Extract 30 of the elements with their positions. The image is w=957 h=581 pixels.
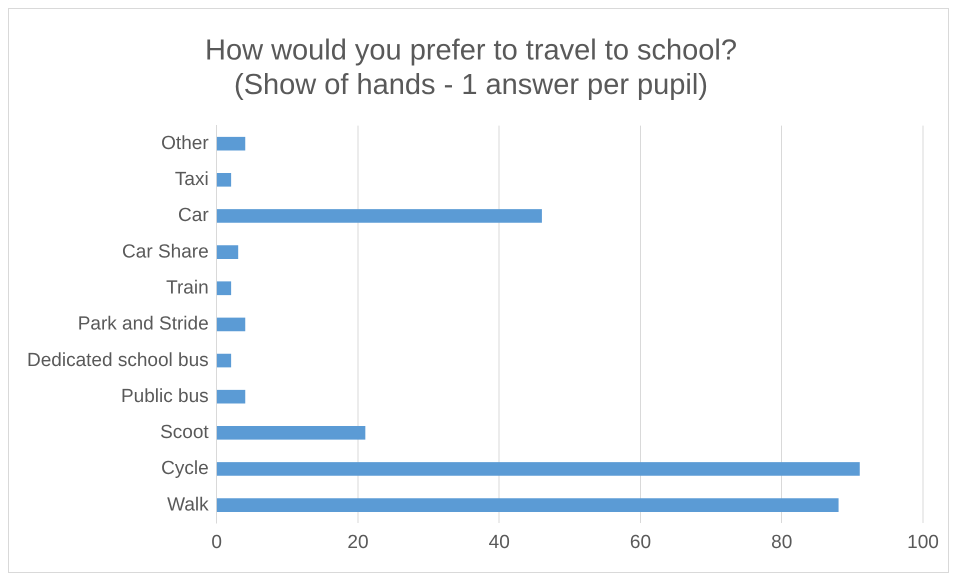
y-tick-label: Walk — [167, 494, 210, 516]
bar — [216, 498, 839, 512]
x-tick-label: 20 — [347, 532, 369, 553]
y-tick-label: Dedicated school bus — [26, 350, 209, 371]
text: (Show of hands - 1 answer per pupil) — [234, 69, 708, 102]
y-tick-label: Train — [166, 277, 209, 298]
bar — [216, 462, 860, 476]
bar — [216, 209, 542, 223]
bar — [216, 426, 366, 440]
bar — [216, 245, 238, 259]
bar — [216, 281, 232, 296]
y-tick-label: Car Share — [122, 241, 209, 262]
x-tick-label: 80 — [771, 532, 792, 553]
bar — [216, 318, 246, 332]
bar — [216, 172, 232, 187]
bar — [216, 390, 246, 404]
bar — [216, 136, 246, 151]
y-tick-label: Park and Stride — [78, 314, 209, 335]
text: How would you prefer to travel to school? — [205, 34, 737, 66]
y-tick-label: Taxi — [174, 169, 209, 190]
y-tick-label: Public bus — [120, 386, 209, 407]
x-tick-label: 0 — [211, 532, 222, 553]
y-tick-label: Scoot — [160, 422, 210, 444]
x-tick-label: 40 — [488, 532, 510, 553]
y-tick-label: Car — [178, 205, 210, 226]
bar — [216, 354, 232, 368]
y-tick-label: Other — [161, 132, 210, 154]
x-tick-label: 100 — [907, 532, 939, 553]
x-tick-label: 60 — [630, 532, 652, 553]
y-tick-label: Cycle — [161, 458, 209, 480]
